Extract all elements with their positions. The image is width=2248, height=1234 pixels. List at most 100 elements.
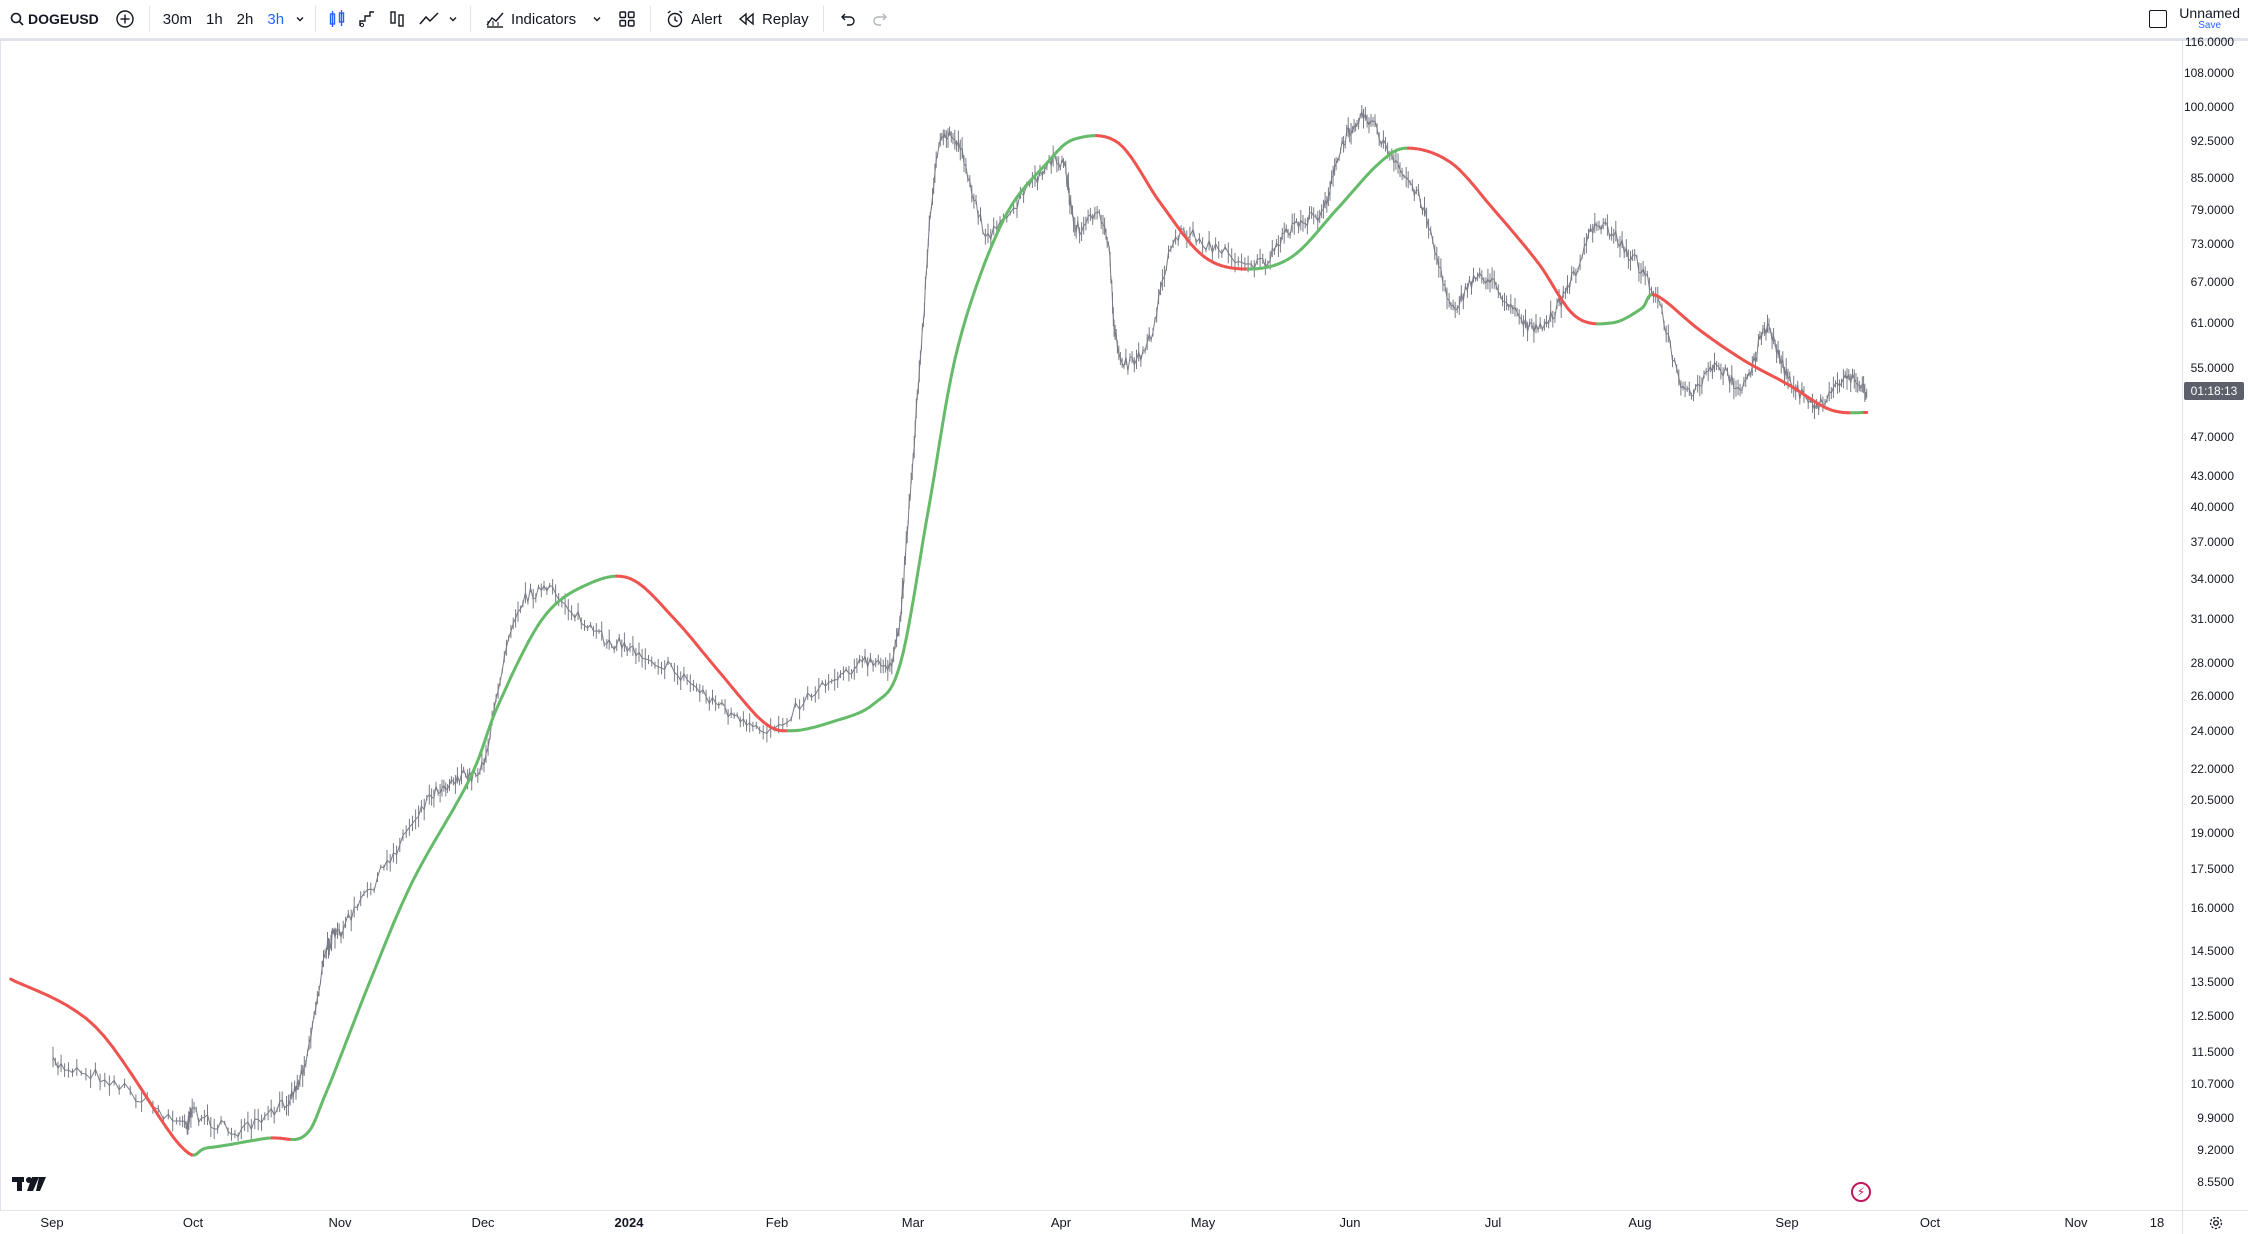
ma-segment [946,373,953,393]
ma-segment [987,239,996,254]
toolbar-divider [470,6,472,32]
ma-segment [349,1015,358,1031]
ma-segment [376,950,384,964]
interval-1h[interactable]: 1h [205,10,223,28]
time-tick-label: Apr [1050,1215,1072,1230]
ma-segment [504,676,513,689]
ma-segment [172,1136,182,1147]
undo-button[interactable] [830,3,864,35]
alert-button[interactable]: Alert [657,3,730,35]
grid-icon [619,11,635,27]
ma-segment [500,685,508,698]
ma-segment [964,301,973,319]
ma-segment [930,473,936,493]
ma-segment [904,623,911,642]
price-tick-label: 8.5500 [2197,1175,2234,1189]
ma-segment [527,631,535,643]
symbol-search[interactable]: DOGEUSD [0,3,107,35]
line-style-button[interactable] [412,3,464,35]
price-tick-label: 10.7000 [2190,1076,2234,1091]
ma-segment [440,816,450,831]
toolbar-divider [315,6,317,32]
price-tick-label: 55.0000 [2190,361,2234,376]
ma-segment [388,920,396,933]
ma-segment [93,1025,106,1038]
ma-segment [165,1126,176,1140]
time-tick-label: Nov [328,1215,352,1230]
time-tick-label: Oct [1919,1215,1941,1230]
indicators-label: Indicators [511,10,577,28]
layout-controls: Unnamed Save [2149,0,2240,38]
toolbar-divider [822,6,824,32]
ma-segment [36,989,50,997]
price-tick-label: 19.0000 [2190,825,2234,840]
ma-segment [497,694,504,706]
toolbar-divider [650,6,652,32]
price-tick-label: 40.0000 [2190,500,2234,515]
price-tick-label: 116.0000 [2184,35,2234,49]
price-tick-label: 9.2000 [2197,1142,2234,1157]
step-line-button[interactable] [352,3,382,35]
bars-style-button[interactable] [382,3,412,35]
time-axis[interactable]: Sep Oct Nov Dec 2024 Feb Mar Apr May Jun Jul Aug Sep… [0,1210,2182,1234]
chart-pane[interactable] [0,41,2182,1210]
price-tick-label: 26.0000 [2190,688,2234,703]
layout-select-icon[interactable] [2149,10,2168,28]
ma-segment [336,1051,344,1066]
lightning-icon[interactable]: ⚡ [1851,1182,1871,1202]
price-axis[interactable]: 116.0000 108.0000 100.0000 92.5000 85.0000 79… [2182,35,2248,1210]
ma-segment [973,275,982,292]
templates-button[interactable] [610,3,644,35]
ma-segment [75,1010,88,1021]
ma-segment [411,869,420,883]
search-icon [10,12,24,26]
price-tick-label: 79.0000 [2190,202,2234,217]
chart-settings-button[interactable] [2182,1210,2248,1234]
compare-symbol-button[interactable] [107,3,143,35]
ma-segment [139,1087,152,1105]
ma-segment [324,1082,332,1094]
ma-segment [982,250,991,266]
ma-segment [428,837,438,852]
ma-segment [434,827,444,841]
price-tick-label: 43.0000 [2190,468,2234,483]
replay-button[interactable]: Replay [730,3,817,35]
save-label[interactable]: Save [2198,20,2222,32]
moving-average-line [9,134,1869,1157]
chevron-down-icon [593,17,601,22]
ma-segment [924,506,931,526]
price-tick-label: 47.0000 [2190,429,2234,444]
price-tick-label: 9.9000 [2197,1110,2234,1125]
indicators-button[interactable]: Indicators [477,3,610,35]
layout-name-button[interactable]: Unnamed Save [2179,6,2240,31]
ma-segment [896,661,902,674]
interval-30m[interactable]: 30m [162,10,192,28]
candles-style-button[interactable] [322,3,352,35]
time-tick-label: 18 [2149,1215,2165,1230]
undo-icon [840,13,855,26]
symbol-label: DOGEUSD [28,11,99,27]
ma-segment [921,522,928,543]
ma-segment [996,219,1005,233]
ma-segment [468,768,476,781]
ma-segment [927,489,934,509]
ma-segment [328,1072,336,1086]
ma-segment [28,986,40,993]
ma-segment [1005,203,1014,214]
ma-segment [969,288,977,305]
price-tick-label: 73.0000 [2190,237,2234,252]
time-tick-label: Jul [1484,1215,1502,1230]
chevron-down-icon [449,17,457,22]
ma-segment [85,1017,97,1029]
ma-segment [130,1073,143,1091]
price-chart[interactable] [1,41,2183,1210]
interval-2h[interactable]: 2h [236,10,254,28]
redo-button[interactable] [864,3,898,35]
ma-segment [941,406,947,426]
price-tick-label: 92.5000 [2190,133,2234,148]
ma-segment [935,439,942,460]
interval-dropdown[interactable] [291,3,309,35]
interval-3h[interactable]: 3h [267,10,285,28]
price-tick-label: 61.0000 [2190,315,2234,330]
tradingview-logo [12,1173,46,1199]
